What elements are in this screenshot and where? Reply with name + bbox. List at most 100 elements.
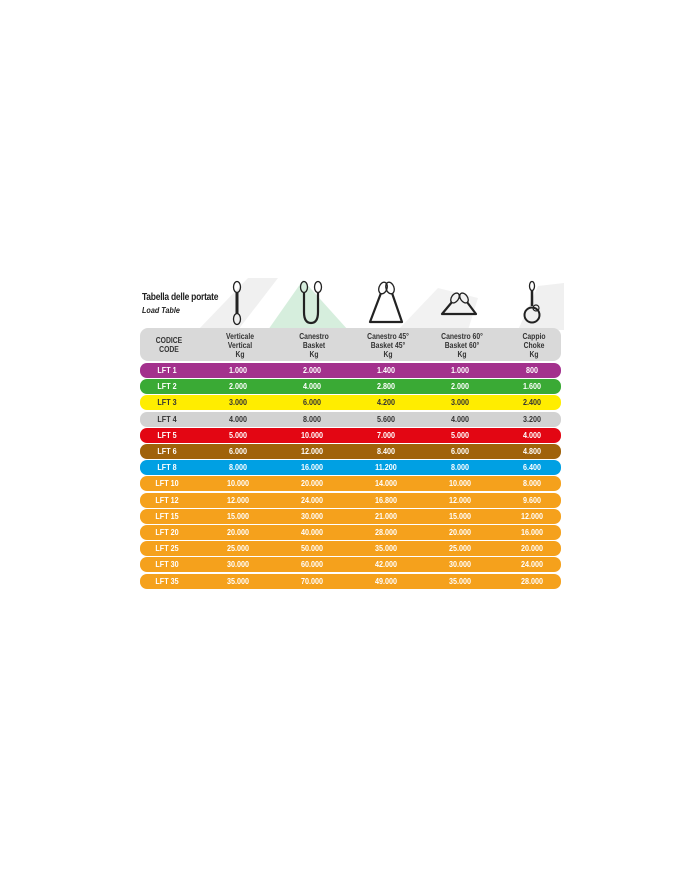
load-cell: 42.000 — [374, 560, 398, 570]
load-cell: 30.000 — [448, 560, 472, 570]
load-cell: 24.000 — [520, 560, 544, 570]
load-cell: 8.400 — [376, 447, 396, 456]
load-cell: 60.000 — [300, 560, 324, 570]
load-cell: 5.000 — [450, 430, 470, 440]
load-cell: 8.000 — [450, 463, 470, 473]
load-cell: 6.400 — [522, 463, 542, 473]
load-cell: 28.000 — [520, 576, 544, 586]
load-cell: 12.000 — [520, 511, 544, 521]
load-cell: 3.000 — [450, 398, 470, 408]
column-header-line: Choke — [523, 341, 545, 350]
load-cell: 40.000 — [300, 528, 324, 537]
column-header-line: CODE — [159, 345, 179, 354]
load-cell: 16.000 — [520, 528, 544, 537]
load-cell: 4.800 — [522, 447, 542, 456]
load-cell: 4.000 — [228, 414, 248, 424]
basket-sling-icon — [299, 280, 323, 325]
load-cell: 2.800 — [376, 382, 396, 392]
load-cell: 20.000 — [520, 544, 544, 554]
load-cell: 6.000 — [450, 447, 470, 456]
load-cell: 16.000 — [300, 463, 324, 473]
load-cell: 4.000 — [450, 414, 470, 424]
table-row: LFT 15 15.000 30.000 21.000 15.000 12.000 — [140, 508, 561, 524]
load-cell: 14.000 — [374, 479, 398, 489]
table-subtitle: Load Table — [142, 305, 180, 315]
load-cell: 4.000 — [522, 430, 542, 440]
table-row: LFT 2 2.000 4.000 2.800 2.000 1.600 — [140, 379, 561, 395]
load-cell: 12.000 — [300, 447, 324, 456]
load-cell: 4.200 — [376, 398, 396, 408]
load-cell: 49.000 — [374, 576, 398, 586]
load-cell: 1.400 — [376, 366, 396, 375]
load-cell: 800 — [525, 366, 539, 375]
code-cell: LFT 15 — [155, 511, 179, 521]
load-cell: 6.000 — [228, 447, 248, 456]
code-cell: LFT 4 — [157, 414, 177, 424]
load-cell: 28.000 — [374, 528, 398, 537]
load-cell: 2.000 — [450, 382, 470, 392]
column-header-line: Basket 60° — [444, 341, 480, 350]
code-cell: LFT 6 — [157, 447, 177, 456]
load-cell: 3.000 — [228, 398, 248, 408]
code-cell: LFT 12 — [155, 495, 179, 505]
column-header-line: CODICE — [155, 336, 183, 345]
column-header-line: Kg — [235, 350, 245, 359]
load-cell: 30.000 — [226, 560, 250, 570]
column-header: Canestro 45° Basket 45° Kg — [367, 332, 409, 359]
load-cell: 5.000 — [228, 430, 248, 440]
load-table: Tabella delle portate Load Table CODICE C… — [138, 278, 564, 590]
code-cell: LFT 35 — [155, 576, 179, 586]
code-cell: LFT 1 — [157, 366, 177, 375]
table-header: CODICE CODE Verticale Vertical Kg Canestro Bas… — [140, 328, 561, 361]
table-title: Tabella delle portate — [142, 292, 219, 303]
code-cell: LFT 25 — [155, 544, 179, 554]
table-row: LFT 12 12.000 24.000 16.800 12.000 9.600 — [140, 492, 561, 508]
load-cell: 16.800 — [374, 495, 398, 505]
table-row: LFT 35 35.000 70.000 49.000 35.000 28.000 — [140, 573, 561, 589]
column-header-line: Kg — [457, 350, 467, 359]
load-cell: 30.000 — [300, 511, 324, 521]
column-header-line: Verticale — [226, 332, 254, 341]
load-cell: 1.600 — [522, 382, 542, 392]
code-cell: LFT 2 — [157, 382, 177, 392]
load-cell: 20.000 — [226, 528, 250, 537]
table-row: LFT 25 25.000 50.000 35.000 25.000 20.000 — [140, 541, 561, 557]
load-cell: 8.000 — [302, 414, 322, 424]
load-cell: 20.000 — [300, 479, 324, 489]
load-cell: 2.400 — [522, 398, 542, 408]
load-cell: 15.000 — [226, 511, 250, 521]
load-cell: 10.000 — [448, 479, 472, 489]
table-row: LFT 8 8.000 16.000 11.200 8.000 6.400 — [140, 460, 561, 476]
load-cell: 2.000 — [228, 382, 248, 392]
table-row: LFT 3 3.000 6.000 4.200 3.000 2.400 — [140, 395, 561, 411]
load-cell: 10.000 — [226, 479, 250, 489]
load-cell: 10.000 — [300, 430, 324, 440]
table-row: LFT 10 10.000 20.000 14.000 10.000 8.000 — [140, 476, 561, 492]
code-cell: LFT 5 — [157, 430, 177, 440]
column-header-line: Basket — [302, 341, 326, 350]
load-cell: 50.000 — [300, 544, 324, 554]
column-header-line: Kg — [309, 350, 319, 359]
column-header-line: Canestro 60° — [441, 332, 483, 341]
table-row: LFT 1 1.000 2.000 1.400 1.000 800 — [140, 363, 561, 378]
code-cell: LFT 20 — [155, 528, 179, 537]
column-header-line: Kg — [383, 350, 393, 359]
load-cell: 7.000 — [376, 430, 396, 440]
background-map — [198, 278, 564, 330]
load-cell: 1.000 — [450, 366, 470, 375]
load-cell: 15.000 — [448, 511, 472, 521]
table-row: LFT 30 30.000 60.000 42.000 30.000 24.000 — [140, 557, 561, 573]
load-cell: 8.000 — [522, 479, 542, 489]
code-cell: LFT 30 — [155, 560, 179, 570]
table-row: LFT 4 4.000 8.000 5.600 4.000 3.200 — [140, 411, 561, 427]
load-cell: 35.000 — [374, 544, 398, 554]
load-cell: 2.000 — [302, 366, 322, 375]
load-cell: 11.200 — [375, 463, 397, 473]
load-cell: 35.000 — [226, 576, 250, 586]
load-cell: 35.000 — [448, 576, 472, 586]
load-cell: 5.600 — [376, 414, 396, 424]
load-cell: 8.000 — [228, 463, 248, 473]
table-row: LFT 20 20.000 40.000 28.000 20.000 16.000 — [140, 525, 561, 540]
column-header: Cappio Choke Kg — [522, 332, 545, 359]
basket-45-sling-icon — [368, 281, 404, 324]
